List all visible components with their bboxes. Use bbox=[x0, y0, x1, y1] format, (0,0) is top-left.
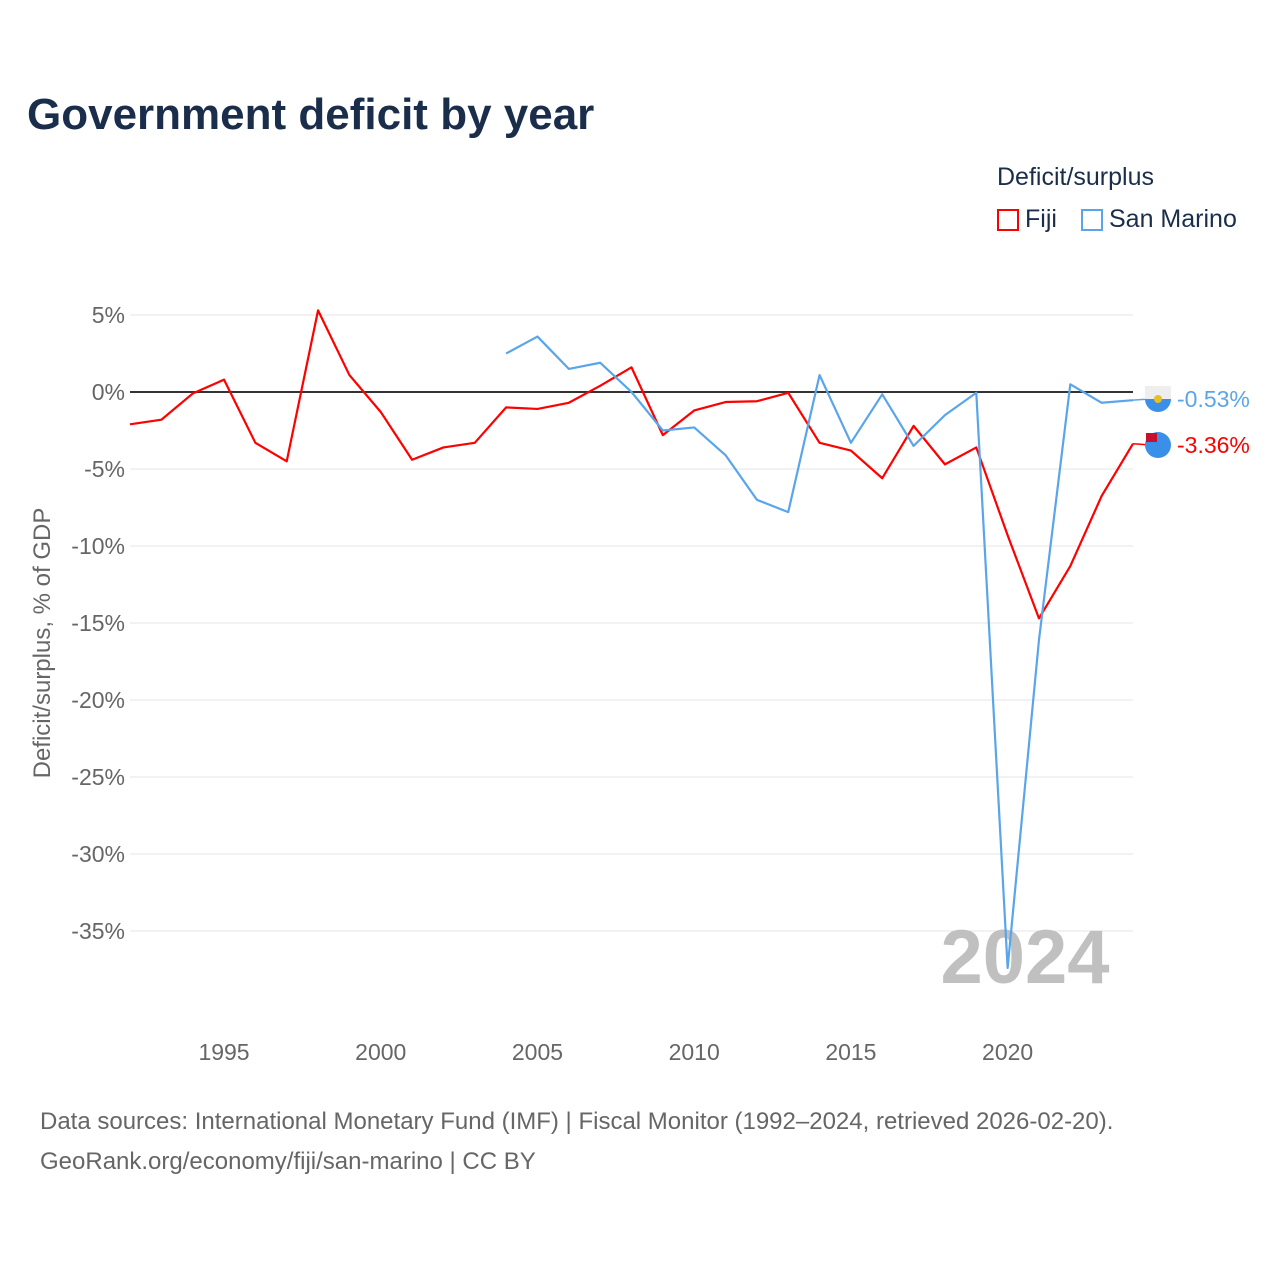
year-watermark: 2024 bbox=[940, 915, 1109, 1000]
x-tick-label: 2005 bbox=[512, 1039, 563, 1065]
legend-title: Deficit/surplus bbox=[997, 163, 1154, 191]
y-tick-label: 0% bbox=[92, 379, 125, 405]
y-tick-label: -25% bbox=[71, 764, 125, 790]
x-tick-label: 2015 bbox=[825, 1039, 876, 1065]
y-tick-label: -35% bbox=[71, 918, 125, 944]
source-text: Data sources: International Monetary Fun… bbox=[40, 1108, 1114, 1135]
y-tick-label: -5% bbox=[84, 456, 125, 482]
y-axis-label: Deficit/surplus, % of GDP bbox=[29, 508, 56, 779]
x-tick-label: 2010 bbox=[669, 1039, 720, 1065]
flag-emblem bbox=[1154, 395, 1162, 403]
y-tick-label: -15% bbox=[71, 610, 125, 636]
flag-stripe bbox=[1145, 386, 1171, 399]
legend-swatch-san-marino bbox=[1081, 208, 1103, 231]
source-link[interactable]: GeoRank.org/economy/fiji/san-marino | CC… bbox=[40, 1148, 536, 1175]
y-tick-label: -10% bbox=[71, 533, 125, 559]
legend-swatch-fiji bbox=[997, 208, 1019, 231]
end-value-label: -0.53% bbox=[1177, 386, 1250, 412]
y-tick-label: -30% bbox=[71, 841, 125, 867]
y-tick-label: 5% bbox=[92, 302, 125, 328]
x-tick-label: 1995 bbox=[198, 1039, 249, 1065]
legend-label: Fiji bbox=[1025, 205, 1057, 233]
end-value-label: -3.36% bbox=[1177, 432, 1250, 458]
legend-item-fiji[interactable]: Fiji bbox=[997, 205, 1057, 234]
series-line-fiji bbox=[129, 309, 1134, 620]
y-tick-label: -20% bbox=[71, 687, 125, 713]
page-title: Government deficit by year bbox=[27, 90, 595, 139]
legend-label: San Marino bbox=[1109, 205, 1237, 233]
series-line-san-marino bbox=[505, 335, 1134, 970]
x-tick-label: 2020 bbox=[982, 1039, 1033, 1065]
flag-canton bbox=[1146, 433, 1157, 442]
x-tick-label: 2000 bbox=[355, 1039, 406, 1065]
legend-item-san-marino[interactable]: San Marino bbox=[1081, 205, 1237, 234]
